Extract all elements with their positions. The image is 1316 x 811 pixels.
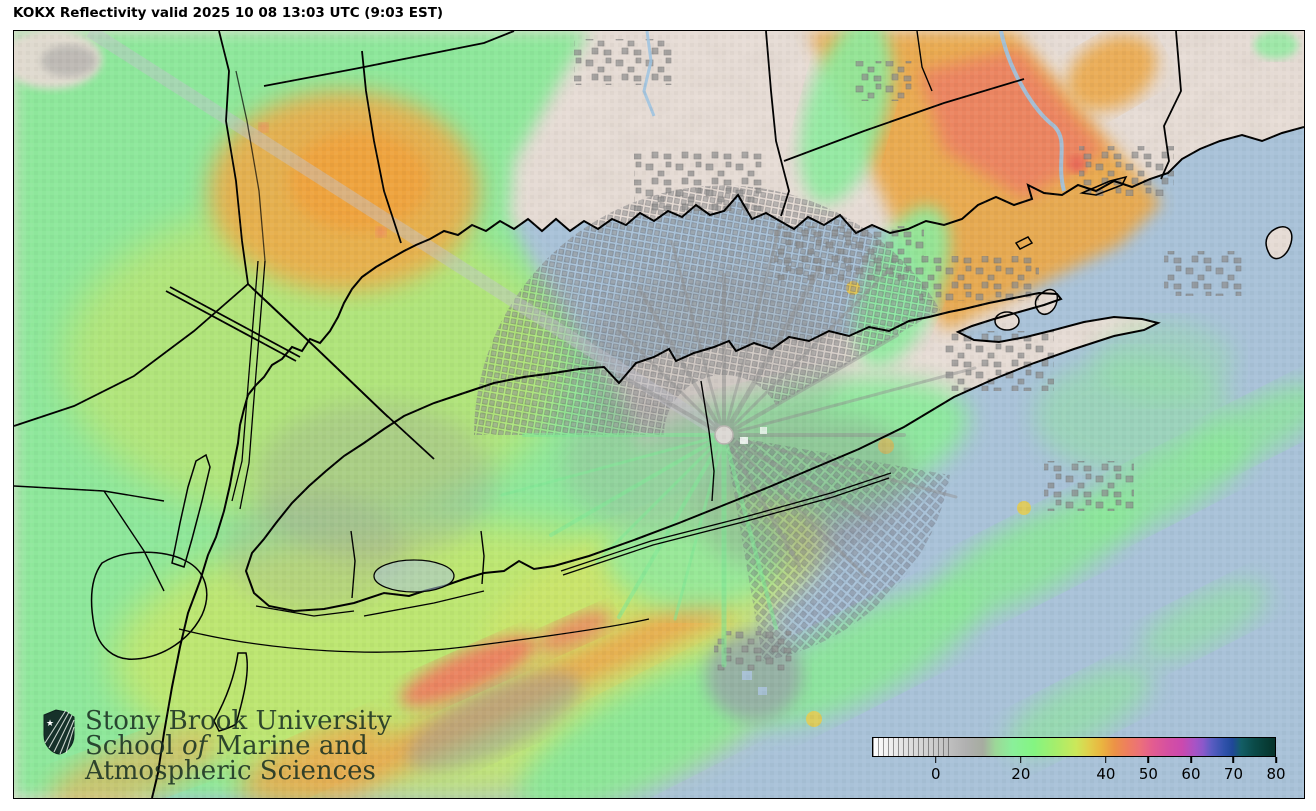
reflectivity-colorbar: 0 20 40 50 60 70 80 — [872, 737, 1286, 789]
colorbar-tick-label: 40 — [1096, 765, 1116, 783]
colorbar-tick-label: 70 — [1223, 765, 1243, 783]
colorbar-tick — [934, 757, 937, 763]
colorbar-tick — [1147, 757, 1150, 763]
colorbar-hatch-region — [873, 738, 954, 756]
radar-map-frame: ★ Stony Brook University School of Marin… — [13, 30, 1305, 799]
branding-text: Stony Brook University School of Marine … — [85, 706, 392, 786]
branding-line-3: Atmospheric Sciences — [85, 756, 376, 786]
colorbar-tick-label: 60 — [1181, 765, 1201, 783]
university-shield-icon: ★ — [43, 709, 75, 755]
colorbar-gradient — [872, 737, 1276, 757]
branding-block: ★ Stony Brook University School of Marin… — [42, 706, 392, 786]
page-title: KOKX Reflectivity valid 2025 10 08 13:03… — [13, 5, 444, 21]
colorbar-tick — [1020, 757, 1022, 763]
branding-line-2: School of Marine and — [85, 731, 368, 761]
shield-star-icon: ★ — [46, 719, 54, 729]
branding-line-1: Stony Brook University — [85, 706, 392, 736]
colorbar-tick-label: 80 — [1266, 765, 1286, 783]
colorbar-tick-label: 50 — [1138, 765, 1158, 783]
colorbar-tick — [1190, 757, 1192, 763]
colorbar-tick — [1105, 757, 1107, 763]
colorbar-tick — [1232, 757, 1235, 763]
colorbar-tick — [1275, 757, 1277, 763]
pixel-texture — [14, 31, 1304, 798]
radar-map — [14, 31, 1304, 798]
colorbar-tick-label: 20 — [1011, 765, 1031, 783]
colorbar-tick-label: 0 — [931, 765, 941, 783]
